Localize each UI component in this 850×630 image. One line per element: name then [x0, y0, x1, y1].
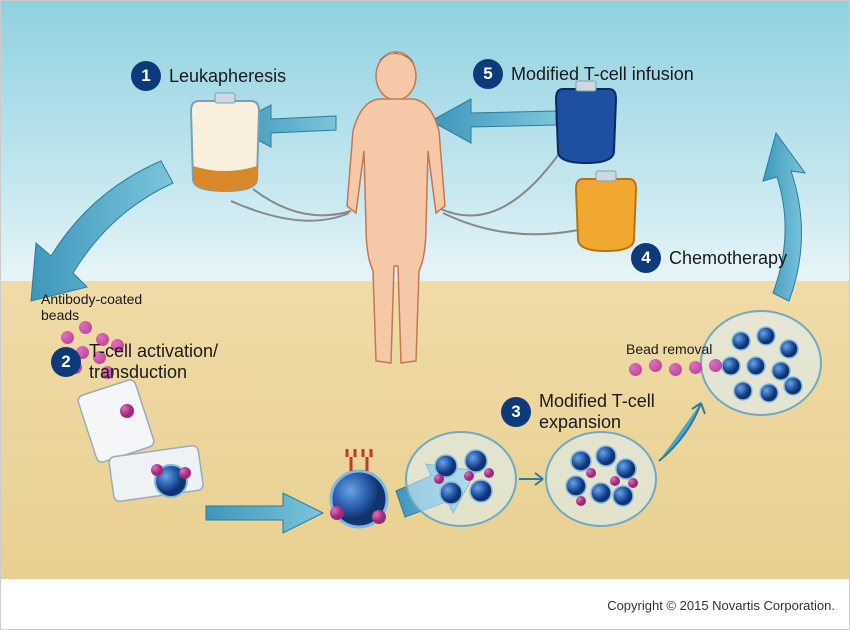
- background-sand: [1, 281, 849, 581]
- small-label: Bead removal: [626, 341, 712, 357]
- background-sky: [1, 1, 849, 281]
- bead-icon: [629, 363, 642, 376]
- step-5: 5 Modified T-cell infusion: [473, 59, 694, 89]
- step-label: Chemotherapy: [669, 248, 787, 269]
- step-badge: 1: [131, 61, 161, 91]
- bead-icon: [669, 363, 682, 376]
- step-2: 2 T-cell activation/ transduction: [51, 341, 218, 382]
- bead-icon: [689, 361, 702, 374]
- bead-icon: [709, 359, 722, 372]
- step-badge: 4: [631, 243, 661, 273]
- copyright-text: Copyright © 2015 Novartis Corporation.: [607, 598, 835, 613]
- step-label: Modified T-cell expansion: [539, 391, 655, 432]
- bead-icon: [649, 359, 662, 372]
- step-4: 4 Chemotherapy: [631, 243, 787, 273]
- step-3: 3 Modified T-cell expansion: [501, 391, 655, 432]
- step-label: Leukapheresis: [169, 66, 286, 87]
- step-label: T-cell activation/ transduction: [89, 341, 218, 382]
- step-badge: 3: [501, 397, 531, 427]
- step-badge: 5: [473, 59, 503, 89]
- small-label: Antibody-coated beads: [41, 291, 142, 323]
- step-1: 1 Leukapheresis: [131, 61, 286, 91]
- step-badge: 2: [51, 347, 81, 377]
- step-label: Modified T-cell infusion: [511, 64, 694, 85]
- diagram-stage: 1 Leukapheresis 2 T-cell activation/ transd…: [0, 0, 850, 630]
